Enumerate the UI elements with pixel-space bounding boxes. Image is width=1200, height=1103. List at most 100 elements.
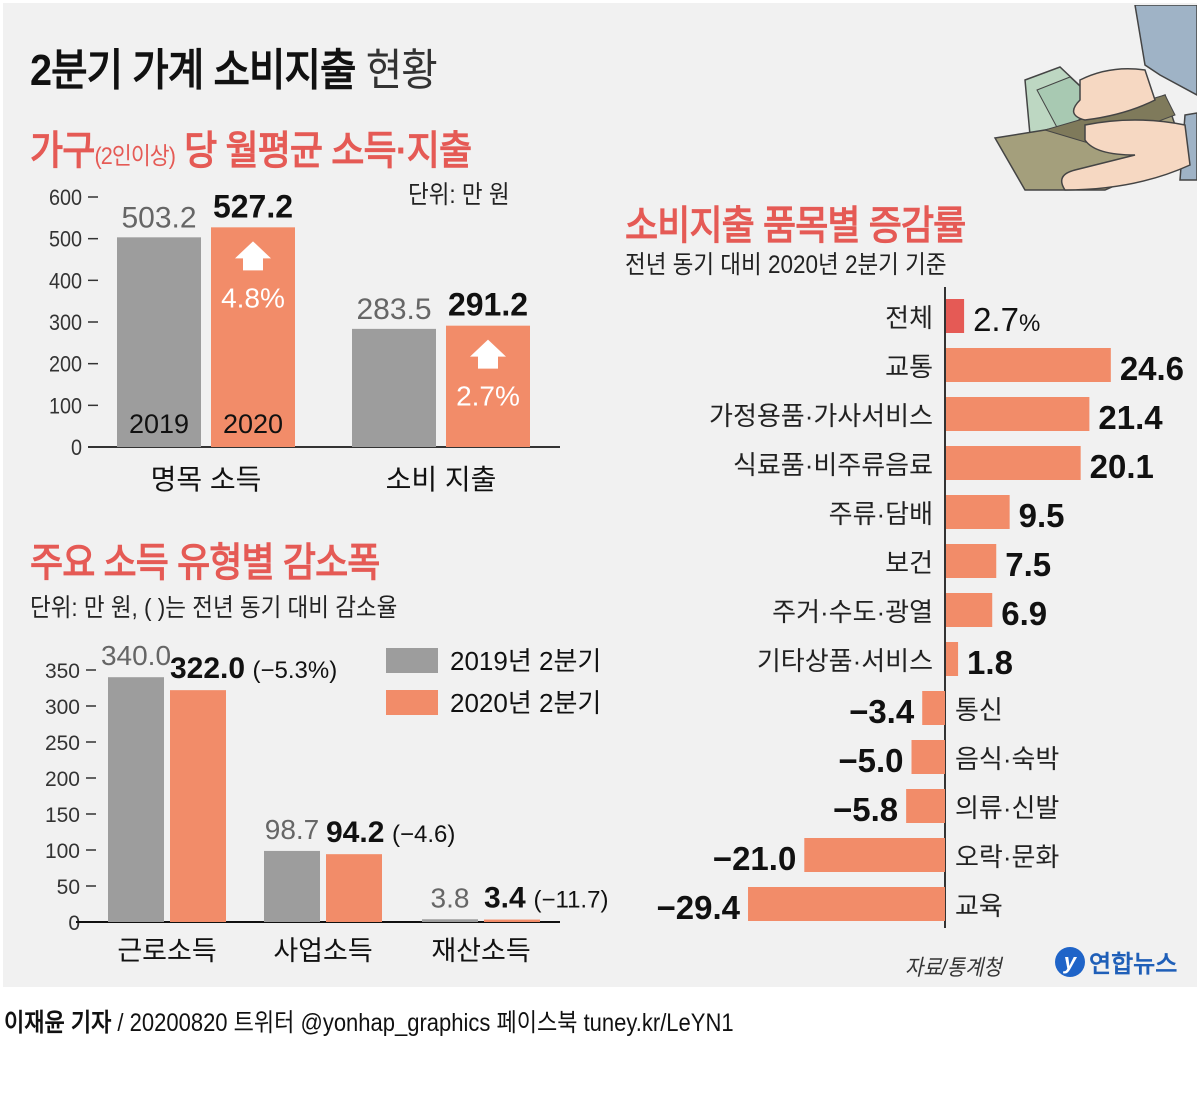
y-tick-label: 250 [45, 732, 80, 755]
chart3-title: 소비지출 품목별 증감률 [625, 204, 966, 248]
bar [946, 495, 1010, 529]
yonhap-logo-name: 연합뉴스 [1089, 951, 1178, 978]
bar-value-label: 291.2 [448, 287, 528, 323]
y-tick-label: 150 [45, 804, 80, 827]
chart1-title-part1: 가구 [30, 129, 95, 173]
bar-value-label: 503.2 [121, 201, 196, 234]
category-label: 재산소득 [431, 936, 530, 966]
chart3-category-change: 전체 2.7% 교통 24.6 가정용품·가사서비스 21.4 식료품·비주류음료 20.1 주… [657, 287, 1184, 928]
percent-suffix: % [1019, 310, 1040, 337]
category-label: 기타상품·서비스 [757, 646, 933, 676]
y-tick-label: 500 [49, 228, 82, 252]
reporter-name: 이재윤 기자 [4, 1009, 112, 1037]
bar-value-label: 6.9 [1001, 595, 1047, 632]
yonhap-logo: y 연합뉴스 [1055, 944, 1177, 979]
chart1-income-expense: 0 100 200 300 400 500 600 503.2 2019 527.2 2020 4.8… [49, 186, 560, 495]
yonhap-logo-icon: y [1055, 946, 1085, 977]
bar-value-label: 20.1 [1090, 448, 1154, 485]
bar-value-label: 3.8 [431, 882, 470, 913]
category-label: 가정용품·가사서비스 [709, 401, 933, 431]
category-label: 사업소득 [273, 936, 372, 966]
category-label: 오락·문화 [955, 842, 1059, 872]
category-label: 교통 [885, 352, 933, 382]
bar-value-label: 3.4 [484, 882, 526, 915]
bar [946, 593, 993, 627]
up-arrow-icon [235, 241, 271, 271]
bar [946, 299, 965, 333]
change-label: 2.7% [456, 381, 520, 412]
bar-value-label: 9.5 [1019, 497, 1065, 534]
y-tick-label: 600 [49, 186, 82, 210]
bar-value-label: 340.0 [101, 640, 171, 671]
bar [922, 691, 945, 725]
bar-year-label: 2020 [223, 409, 283, 439]
category-label: 통신 [955, 695, 1003, 725]
category-label: 근로소득 [117, 936, 216, 966]
y-tick-label: 200 [49, 353, 82, 377]
y-tick-label: 50 [57, 876, 80, 899]
category-label: 소비 지출 [386, 464, 497, 495]
bar [117, 237, 201, 447]
bar [326, 854, 382, 922]
bar-value-label: 7.5 [1005, 546, 1051, 583]
wallet-illustration-icon [993, 5, 1197, 191]
bar [264, 850, 320, 922]
credit-details: / 20200820 트위터 @yonhap_graphics 페이스북 tun… [111, 1009, 734, 1037]
category-label: 보건 [885, 548, 933, 578]
chart1-unit: 단위: 만 원 [408, 181, 510, 209]
bar-value-label: −21.0 [713, 840, 797, 877]
bar-value-label: 94.2 [326, 816, 384, 849]
source-label: 자료/통계청 [905, 955, 1002, 980]
bar-value-label: 1.8 [967, 644, 1013, 681]
change-label: (−11.7) [534, 887, 609, 914]
credit-line: 이재윤 기자 / 20200820 트위터 @yonhap_graphics 페… [4, 1003, 734, 1039]
category-label: 명목 소득 [151, 464, 262, 495]
bar [170, 690, 226, 922]
bar-value-label: −29.4 [657, 889, 741, 926]
bar [108, 677, 164, 922]
chart2-unit: 단위: 만 원, ( )는 전년 동기 대비 감소율 [30, 594, 398, 622]
legend-swatch [386, 690, 438, 715]
bar-value-label: −3.4 [849, 693, 915, 730]
bar-value-label: 21.4 [1098, 399, 1163, 436]
y-tick-label: 300 [45, 696, 80, 719]
y-tick-label: 300 [49, 311, 82, 335]
bar-value-label: −5.0 [838, 742, 903, 779]
bar [946, 348, 1111, 382]
bar-value-label: 322.0 [170, 652, 245, 685]
bar [804, 838, 945, 872]
category-label: 주거·수도·광열 [772, 597, 933, 627]
y-tick-label: 350 [45, 660, 80, 683]
category-label: 전체 [885, 303, 933, 333]
bar-value-label: 98.7 [265, 814, 320, 845]
change-label: 4.8% [221, 282, 285, 313]
page-title-bold: 2분기 가계 소비지출 [30, 46, 356, 95]
bar [906, 789, 945, 823]
bar [484, 919, 540, 922]
category-label: 교육 [955, 891, 1003, 921]
bar-value-label: 527.2 [213, 188, 293, 224]
up-arrow-icon [470, 339, 506, 369]
bar-value-label: −5.8 [833, 791, 898, 828]
chart2-title: 주요 소득 유형별 감소폭 [30, 541, 380, 585]
legend-label: 2020년 2분기 [450, 688, 601, 718]
category-label: 식료품·비주류음료 [733, 450, 933, 480]
change-label: (−5.3%) [253, 657, 338, 684]
bar [911, 740, 945, 774]
category-label: 주류·담배 [829, 499, 933, 529]
category-label: 음식·숙박 [955, 744, 1059, 774]
category-label: 의류·신발 [955, 793, 1059, 823]
bar-value-label: 24.6 [1120, 350, 1184, 387]
chart3-subtitle: 전년 동기 대비 2020년 2분기 기준 [625, 251, 947, 279]
y-tick-label: 100 [49, 394, 82, 418]
page-title-light: 현황 [365, 46, 438, 95]
legend-label: 2019년 2분기 [450, 646, 601, 676]
bar-value-label: 283.5 [356, 293, 431, 326]
page-title: 2분기 가계 소비지출 현황 [30, 34, 438, 98]
chart1-title-part2: 당 월평균 소득·지출 [175, 129, 472, 173]
y-tick-label: 0 [68, 912, 80, 935]
bar-year-label: 2019 [129, 409, 189, 439]
chart1-title: 가구(2인이상) 당 월평균 소득·지출 [30, 118, 472, 176]
bar [946, 544, 997, 578]
